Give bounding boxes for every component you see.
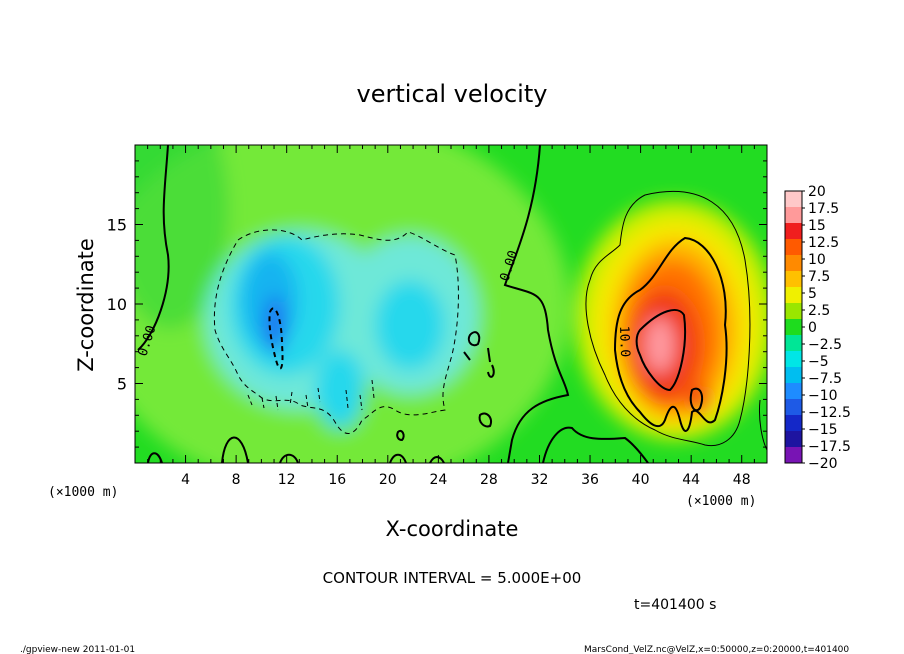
colorbar-label: 20 <box>808 184 826 200</box>
plot-field: 0.00 0.00 10.0 <box>135 145 767 463</box>
x-tick-label: 40 <box>632 472 650 488</box>
footer-left: ./gpview-new 2011-01-01 <box>20 645 135 654</box>
x-tick-label: 44 <box>682 472 700 488</box>
colorbar-label: −5 <box>808 354 829 370</box>
x-tick-label: 8 <box>232 472 241 488</box>
colorbar-label: 10 <box>808 252 826 268</box>
x-tick-label: 24 <box>429 472 447 488</box>
contour-interval-note: CONTOUR INTERVAL = 5.000E+00 <box>323 569 582 587</box>
contour-label: 10.0 <box>616 326 632 358</box>
x-axis-ticks: 4 8 12 16 20 24 28 32 36 40 44 48 <box>134 145 768 488</box>
chart-title: vertical velocity <box>357 80 548 108</box>
colorbar-label: −20 <box>808 456 838 472</box>
colorbar-swatch <box>785 399 802 416</box>
x-unit-left: (×1000 m) <box>48 485 118 500</box>
colorbar-swatch <box>785 239 802 256</box>
colorbar-label: −12.5 <box>808 405 851 421</box>
colorbar-swatch <box>785 191 802 208</box>
x-axis-label: X-coordinate <box>386 517 519 541</box>
colorbar-swatch <box>785 367 802 384</box>
x-tick-label: 16 <box>328 472 346 488</box>
field-shading <box>135 145 767 463</box>
colorbar-swatch <box>785 207 802 224</box>
colorbar-label: −7.5 <box>808 371 842 387</box>
colorbar-label: −2.5 <box>808 337 842 353</box>
y-tick-label: 5 <box>117 375 127 394</box>
colorbar-swatch <box>785 415 802 432</box>
y-tick-label: 15 <box>107 216 127 235</box>
colorbar-swatch <box>785 431 802 448</box>
contour-lines <box>137 145 767 463</box>
colorbar-label: −17.5 <box>808 439 851 455</box>
colorbar-swatch <box>785 351 802 368</box>
x-tick-label: 36 <box>581 472 599 488</box>
x-tick-label: 12 <box>278 472 296 488</box>
y-axis-ticks: 5 10 15 <box>107 144 767 464</box>
colorbar-swatch <box>785 303 802 320</box>
y-axis-label: Z-coordinate <box>74 238 98 372</box>
colorbar-label: 15 <box>808 218 826 234</box>
colorbar-label: 17.5 <box>808 201 839 217</box>
time-stamp: t=401400 s <box>634 597 716 613</box>
x-unit-right: (×1000 m) <box>686 494 756 509</box>
x-tick-label: 32 <box>531 472 549 488</box>
colorbar-swatch <box>785 255 802 272</box>
x-tick-label: 48 <box>733 472 751 488</box>
colorbar-label: 5 <box>808 286 817 302</box>
colorbar-swatch <box>785 319 802 336</box>
footer-right: MarsCond_VelZ.nc@VelZ,x=0:50000,z=0:2000… <box>584 645 849 654</box>
colorbar-label: −15 <box>808 422 838 438</box>
colorbar-label: 12.5 <box>808 235 839 251</box>
colorbar-swatch <box>785 335 802 352</box>
x-tick-label: 20 <box>379 472 397 488</box>
colorbar-swatch <box>785 447 802 464</box>
colorbar-label: 2.5 <box>808 303 830 319</box>
colorbar-swatch <box>785 223 802 240</box>
x-tick-label: 28 <box>480 472 498 488</box>
y-tick-label: 10 <box>107 295 127 314</box>
colorbar-label: 7.5 <box>808 269 830 285</box>
colorbar-swatch <box>785 271 802 288</box>
colorbar-swatch <box>785 287 802 304</box>
colorbar-label: −10 <box>808 388 838 404</box>
colorbar: 2017.51512.5107.552.50−2.5−5−7.5−10−12.5… <box>784 184 851 472</box>
colorbar-label: 0 <box>808 320 817 336</box>
colorbar-swatch <box>785 383 802 400</box>
x-tick-label: 4 <box>181 472 190 488</box>
